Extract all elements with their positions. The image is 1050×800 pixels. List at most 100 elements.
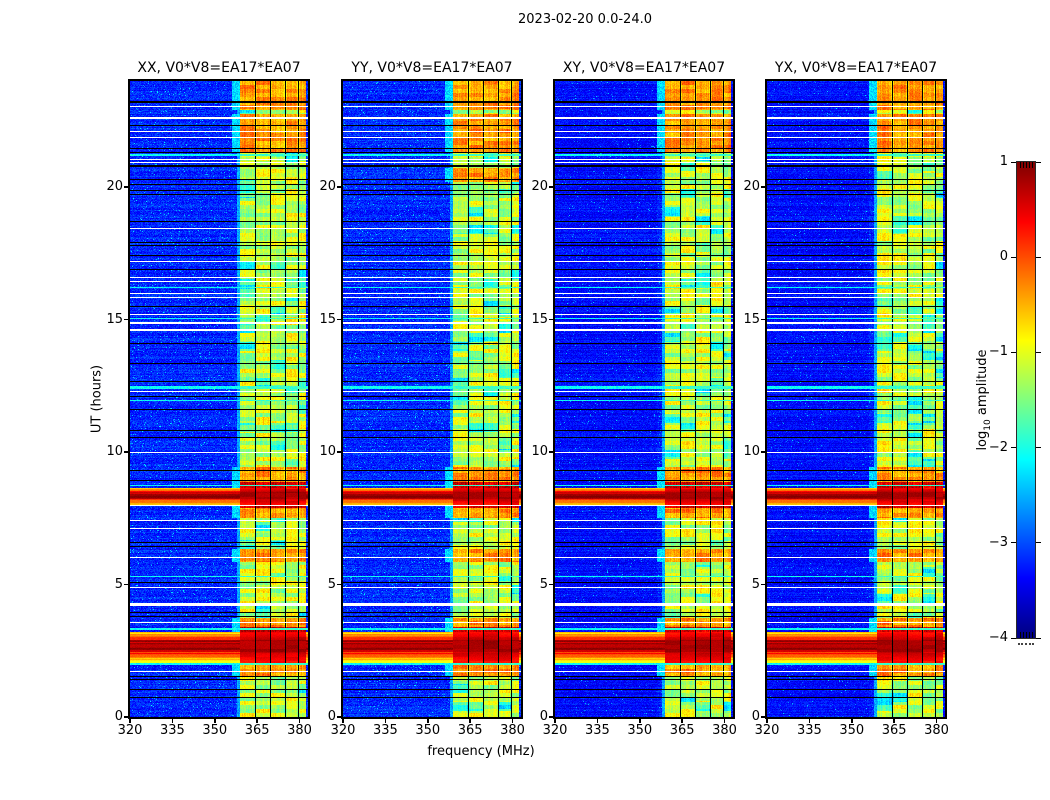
colorbar-tick-label: −4	[988, 630, 1008, 645]
colorbar-tick-mark	[1011, 542, 1016, 544]
y-tick-mark	[337, 318, 341, 321]
x-tick-label: 365	[881, 723, 907, 738]
y-tick-mark	[549, 583, 553, 586]
y-tick-label: 15	[319, 311, 336, 327]
x-tick-mark	[851, 719, 853, 723]
x-tick-label: 320	[542, 723, 568, 738]
x-tick-mark	[808, 719, 811, 723]
y-tick-label: 0	[539, 709, 548, 724]
x-tick-label: 380	[712, 723, 737, 738]
x-tick-mark	[766, 719, 768, 723]
x-tick-mark	[256, 719, 258, 723]
x-tick-mark	[639, 719, 641, 723]
x-tick-mark	[935, 719, 938, 723]
x-tick-mark	[384, 719, 387, 723]
y-tick-mark	[761, 186, 765, 188]
y-tick-label: 5	[327, 576, 336, 592]
y-tick-mark	[124, 583, 128, 586]
x-tick-label: 320	[117, 723, 143, 738]
x-tick-label: 365	[669, 723, 695, 738]
heatmap-canvas-yy	[343, 81, 521, 717]
x-tick-label: 320	[330, 723, 356, 738]
x-tick-label: 335	[159, 723, 185, 738]
x-tick-label: 350	[627, 723, 653, 738]
colorbar-tick-label: 0	[999, 249, 1008, 265]
y-tick-mark	[124, 186, 128, 188]
y-tick-label: 20	[319, 179, 336, 194]
y-tick-mark	[337, 716, 341, 718]
heatmap-canvas-yx	[767, 81, 945, 717]
heatmap-canvas-xx	[130, 81, 308, 717]
y-tick-label: 5	[539, 576, 548, 592]
y-tick-label: 15	[106, 311, 123, 327]
y-tick-mark	[549, 716, 553, 718]
y-tick-mark	[549, 451, 553, 453]
x-tick-label: 380	[287, 723, 312, 738]
y-tick-mark	[124, 318, 128, 321]
y-tick-label: 5	[114, 576, 123, 592]
panel-title-xy: XY, V0*V8=EA17*EA07	[562, 60, 726, 76]
y-axis-label: UT (hours)	[89, 364, 105, 434]
colorbar-tick-mark	[1036, 351, 1041, 353]
x-tick-mark	[298, 719, 301, 723]
colorbar-tick-mark	[1011, 447, 1016, 449]
y-tick-label: 0	[114, 709, 123, 724]
colorbar-tick-mark	[1011, 256, 1016, 258]
x-tick-label: 380	[500, 723, 525, 738]
x-tick-label: 350	[415, 723, 441, 738]
x-tick-mark	[171, 719, 174, 723]
y-tick-label: 10	[319, 444, 336, 459]
x-tick-label: 365	[244, 723, 270, 738]
colorbar-tick-label: −2	[988, 439, 1008, 455]
x-tick-label: 335	[796, 723, 822, 738]
y-tick-mark	[761, 451, 765, 453]
x-tick-mark	[893, 719, 895, 723]
x-tick-label: 350	[202, 723, 228, 738]
y-tick-mark	[124, 451, 128, 453]
x-tick-mark	[554, 719, 556, 723]
y-tick-label: 20	[106, 179, 123, 194]
colorbar-label-rest: amplitude	[975, 349, 991, 420]
panel-title-yx: YX, V0*V8=EA17*EA07	[774, 60, 938, 76]
y-tick-mark	[549, 186, 553, 188]
y-tick-mark	[761, 318, 765, 321]
colorbar-tick-mark	[1011, 637, 1016, 639]
y-tick-label: 10	[743, 444, 760, 459]
colorbar-tick-mark	[1011, 351, 1016, 353]
y-tick-label: 5	[751, 576, 760, 592]
colorbar-tick-mark	[1036, 447, 1041, 449]
x-tick-label: 350	[839, 723, 865, 738]
x-tick-mark	[596, 719, 599, 723]
y-tick-label: 15	[531, 311, 548, 327]
colorbar-extend-dots	[1018, 643, 1034, 645]
colorbar-tick-mark	[1036, 161, 1041, 163]
colorbar-tick-mark	[1036, 542, 1041, 544]
y-tick-mark	[549, 318, 553, 321]
colorbar-canvas	[1017, 162, 1035, 638]
x-tick-mark	[511, 719, 514, 723]
colorbar-tick-label: 1	[999, 154, 1008, 169]
x-tick-label: 365	[457, 723, 483, 738]
x-tick-label: 320	[754, 723, 780, 738]
colorbar-tick-label: −1	[988, 344, 1008, 360]
x-tick-mark	[427, 719, 429, 723]
colorbar-tick-mark	[1036, 256, 1041, 258]
y-tick-label: 15	[743, 311, 760, 327]
panel-title-yy: YY, V0*V8=EA17*EA07	[351, 60, 513, 76]
y-tick-mark	[761, 716, 765, 718]
colorbar-tick-mark	[1011, 161, 1016, 163]
x-tick-mark	[342, 719, 344, 723]
y-tick-label: 0	[327, 709, 336, 724]
colorbar-tick-mark	[1036, 637, 1041, 639]
x-tick-label: 380	[924, 723, 949, 738]
y-tick-mark	[337, 451, 341, 453]
colorbar-tick-label: −3	[988, 534, 1008, 550]
x-tick-mark	[723, 719, 726, 723]
x-tick-mark	[129, 719, 131, 723]
x-tick-mark	[681, 719, 683, 723]
y-tick-mark	[761, 583, 765, 586]
x-tick-label: 335	[372, 723, 398, 738]
colorbar-label: log10 amplitude	[975, 349, 993, 450]
x-tick-mark	[469, 719, 471, 723]
